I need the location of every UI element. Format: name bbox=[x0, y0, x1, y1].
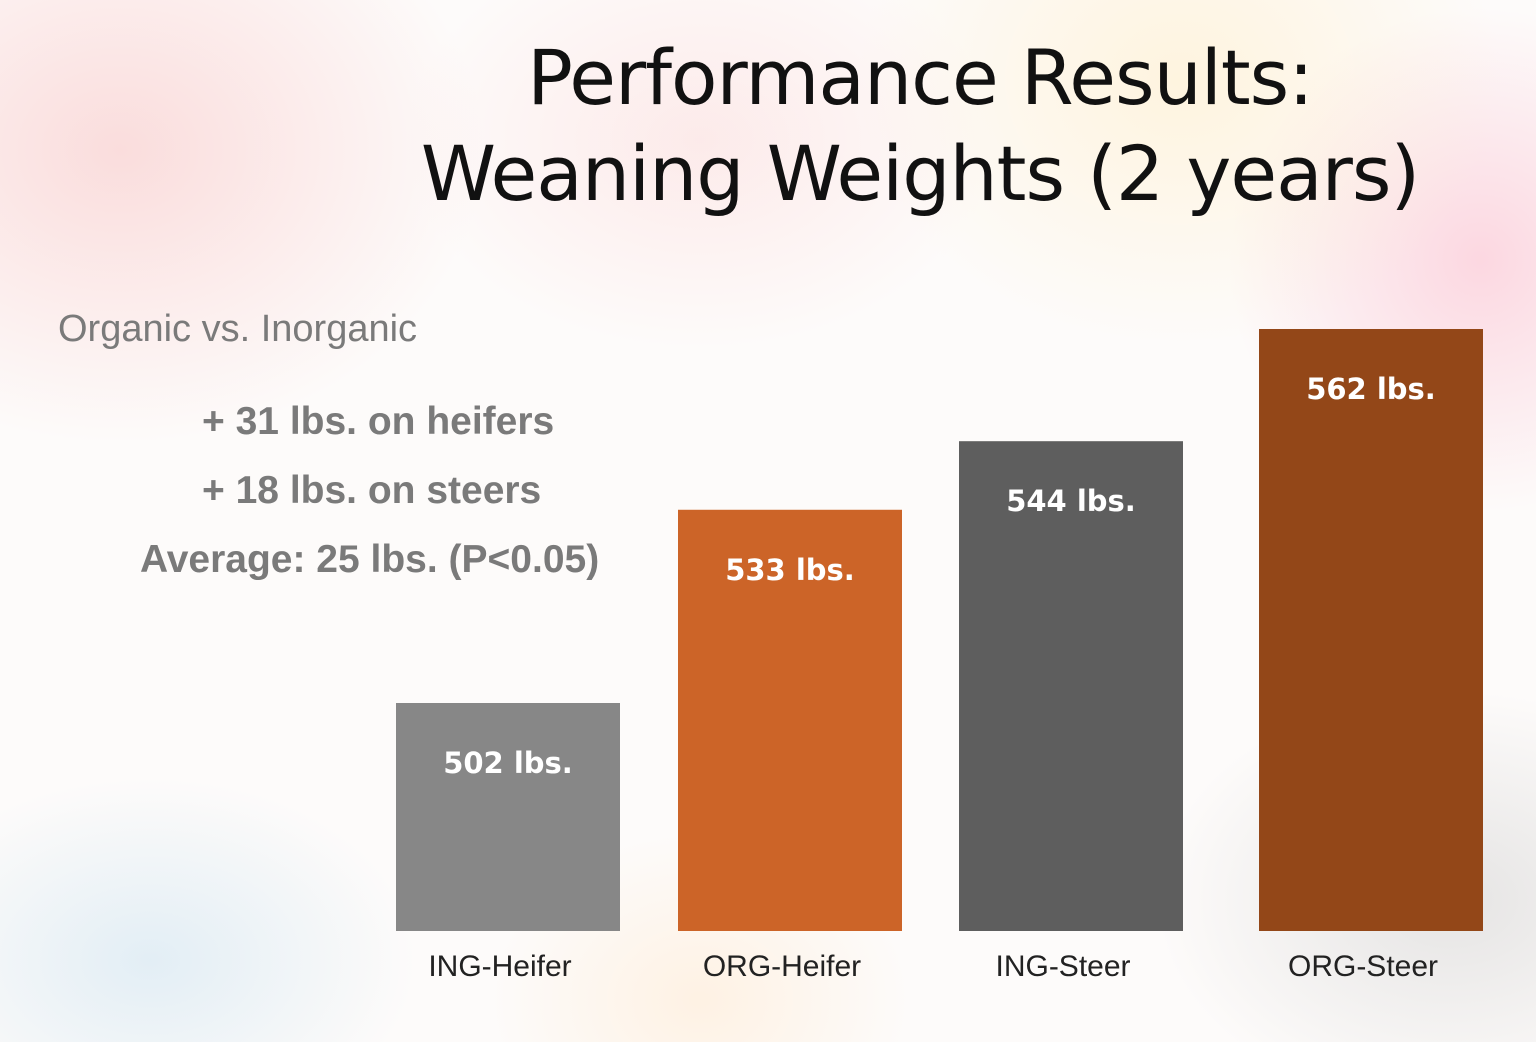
data-label-org-heifer: 533 lbs. bbox=[725, 553, 855, 587]
bar-org-steer bbox=[1259, 329, 1483, 931]
bar-org-heifer bbox=[678, 509, 902, 931]
category-label-ing-heifer: ING-Heifer bbox=[428, 950, 571, 983]
bar-ing-steer bbox=[959, 441, 1183, 931]
data-label-ing-heifer: 502 lbs. bbox=[443, 746, 573, 780]
steer-gain-note: + 18 lbs. on steers bbox=[202, 469, 542, 512]
data-label-ing-steer: 544 lbs. bbox=[1006, 484, 1136, 518]
data-label-org-steer: 562 lbs. bbox=[1306, 372, 1436, 406]
slide-title-line2: Weaning Weights (2 years) bbox=[420, 129, 1420, 218]
category-label-org-heifer: ORG-Heifer bbox=[703, 950, 861, 983]
average-gain-note: Average: 25 lbs. (P<0.05) bbox=[140, 538, 600, 581]
slide-title-line1: Performance Results: bbox=[527, 33, 1314, 122]
category-label-ing-steer: ING-Steer bbox=[995, 950, 1130, 983]
comparison-subtitle: Organic vs. Inorganic bbox=[58, 308, 418, 350]
category-label-org-steer: ORG-Steer bbox=[1288, 950, 1438, 983]
heifer-gain-note: + 31 lbs. on heifers bbox=[202, 400, 555, 443]
bar-ing-heifer bbox=[396, 703, 620, 931]
